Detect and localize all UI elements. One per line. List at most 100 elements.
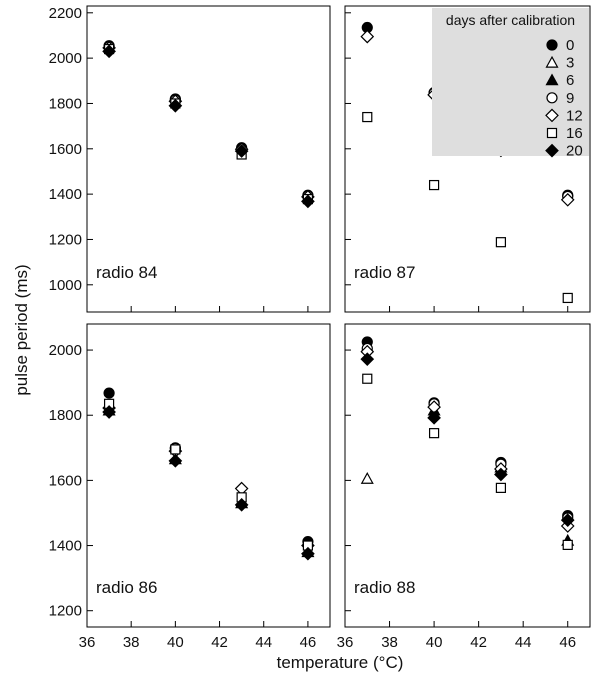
- series-3: [360, 472, 374, 484]
- series-12: [102, 41, 315, 204]
- data-point: [362, 373, 373, 384]
- panel-frame: [344, 323, 591, 628]
- legend-marker: [546, 92, 558, 104]
- legend-entry: 0: [546, 37, 574, 54]
- series-9: [103, 41, 314, 202]
- legend-label: 9: [566, 90, 574, 107]
- y-tick-label: 2000: [49, 50, 82, 67]
- y-tick-label: 1400: [49, 186, 82, 203]
- y-tick-label: 1600: [49, 472, 82, 489]
- y-axis-title: pulse period (ms): [12, 264, 31, 395]
- legend-entry: 12: [545, 107, 583, 124]
- y-tick-label: 1200: [49, 231, 82, 248]
- series-9: [361, 342, 574, 524]
- legend-title: days after calibration: [446, 12, 575, 28]
- series-0: [361, 336, 574, 522]
- legend-background: [432, 8, 589, 156]
- data-point: [494, 467, 508, 482]
- x-tick-label: 44: [255, 634, 272, 651]
- panel-label: radio 84: [96, 263, 157, 282]
- y-tick-label: 2000: [49, 342, 82, 359]
- legend-entry: 9: [546, 90, 574, 107]
- panel-frame: [344, 5, 591, 313]
- series-20: [360, 352, 575, 527]
- data-point: [360, 29, 375, 44]
- x-tick-label: 46: [300, 634, 317, 651]
- x-tick-label: 40: [426, 634, 443, 651]
- data-point: [102, 44, 116, 59]
- x-tick-label: 46: [559, 634, 576, 651]
- legend-label: 6: [566, 72, 574, 89]
- legend-label: 16: [566, 125, 583, 142]
- data-point: [560, 192, 575, 207]
- series-16: [103, 43, 314, 205]
- series-12: [360, 344, 575, 533]
- data-point: [170, 444, 181, 455]
- data-point: [360, 472, 374, 484]
- series-6: [360, 340, 575, 546]
- legend-label: 0: [566, 37, 574, 54]
- x-tick-label: 40: [167, 634, 184, 651]
- data-point: [427, 410, 441, 425]
- y-tick-label: 1800: [49, 407, 82, 424]
- legend-marker: [546, 127, 558, 139]
- data-point: [102, 405, 116, 419]
- data-point: [428, 428, 440, 439]
- data-point: [560, 513, 575, 527]
- x-tick-label: 44: [515, 634, 532, 651]
- series-20: [102, 405, 315, 561]
- y-tick-label: 2200: [49, 5, 82, 22]
- x-tick-label: 42: [470, 634, 487, 651]
- y-tick-label: 1400: [49, 538, 82, 555]
- series-16: [362, 111, 573, 304]
- series-12: [102, 401, 315, 553]
- legend-marker: [545, 73, 559, 86]
- panel-radio-84: 1000 1200 1400 1600 1800 2000 2200 radio 84: [49, 5, 331, 313]
- y-tick-label: 1000: [49, 277, 82, 294]
- legend-entry: 20: [545, 143, 583, 160]
- data-point: [428, 179, 440, 191]
- legend-entry: 6: [545, 72, 574, 89]
- data-point: [301, 546, 315, 561]
- panel-radio-86: 1200 1400 1600 1800 2000 36 38 40 42 44 46 radio 86: [49, 323, 331, 651]
- series-0: [103, 40, 314, 201]
- x-axis-title: temperature (°C): [277, 653, 404, 672]
- panel-frame: [86, 5, 331, 313]
- legend-marker: [545, 108, 559, 123]
- x-tick-label: 36: [337, 634, 354, 651]
- data-point: [168, 98, 183, 113]
- panel-label: radio 88: [354, 578, 415, 597]
- panel-frame: [86, 323, 331, 628]
- x-tick-label: 38: [123, 634, 140, 651]
- data-point: [562, 292, 573, 304]
- data-point: [234, 497, 249, 512]
- data-point: [301, 194, 315, 209]
- legend-label: 20: [566, 143, 583, 160]
- legend-entry: 16: [546, 125, 583, 142]
- y-tick-label: 1600: [49, 141, 82, 158]
- series-16: [103, 398, 314, 551]
- x-tick-label: 36: [79, 634, 96, 651]
- data-point: [362, 111, 373, 123]
- panel-radio-88: 36 38 40 42 44 46 radio 88: [337, 323, 591, 651]
- data-point: [168, 453, 183, 468]
- x-tick-label: 42: [211, 634, 228, 651]
- chart-panels: 1000 1200 1400 1600 1800 2000 2200 radio 84 radi…: [49, 5, 591, 651]
- legend-entry: 3: [545, 55, 574, 72]
- legend-marker: [545, 55, 559, 68]
- data-point: [360, 352, 375, 367]
- data-point: [234, 144, 249, 158]
- y-tick-label: 1200: [49, 603, 82, 620]
- x-tick-label: 38: [381, 634, 398, 651]
- series-20: [102, 44, 315, 209]
- y-tick-label: 1800: [49, 95, 82, 112]
- legend-marker: [546, 39, 558, 51]
- series-16: [362, 373, 573, 550]
- legend-label: 12: [566, 107, 583, 124]
- series-6: [102, 403, 315, 558]
- data-point: [495, 482, 507, 493]
- series-0: [103, 387, 314, 548]
- legend-label: 3: [566, 55, 574, 72]
